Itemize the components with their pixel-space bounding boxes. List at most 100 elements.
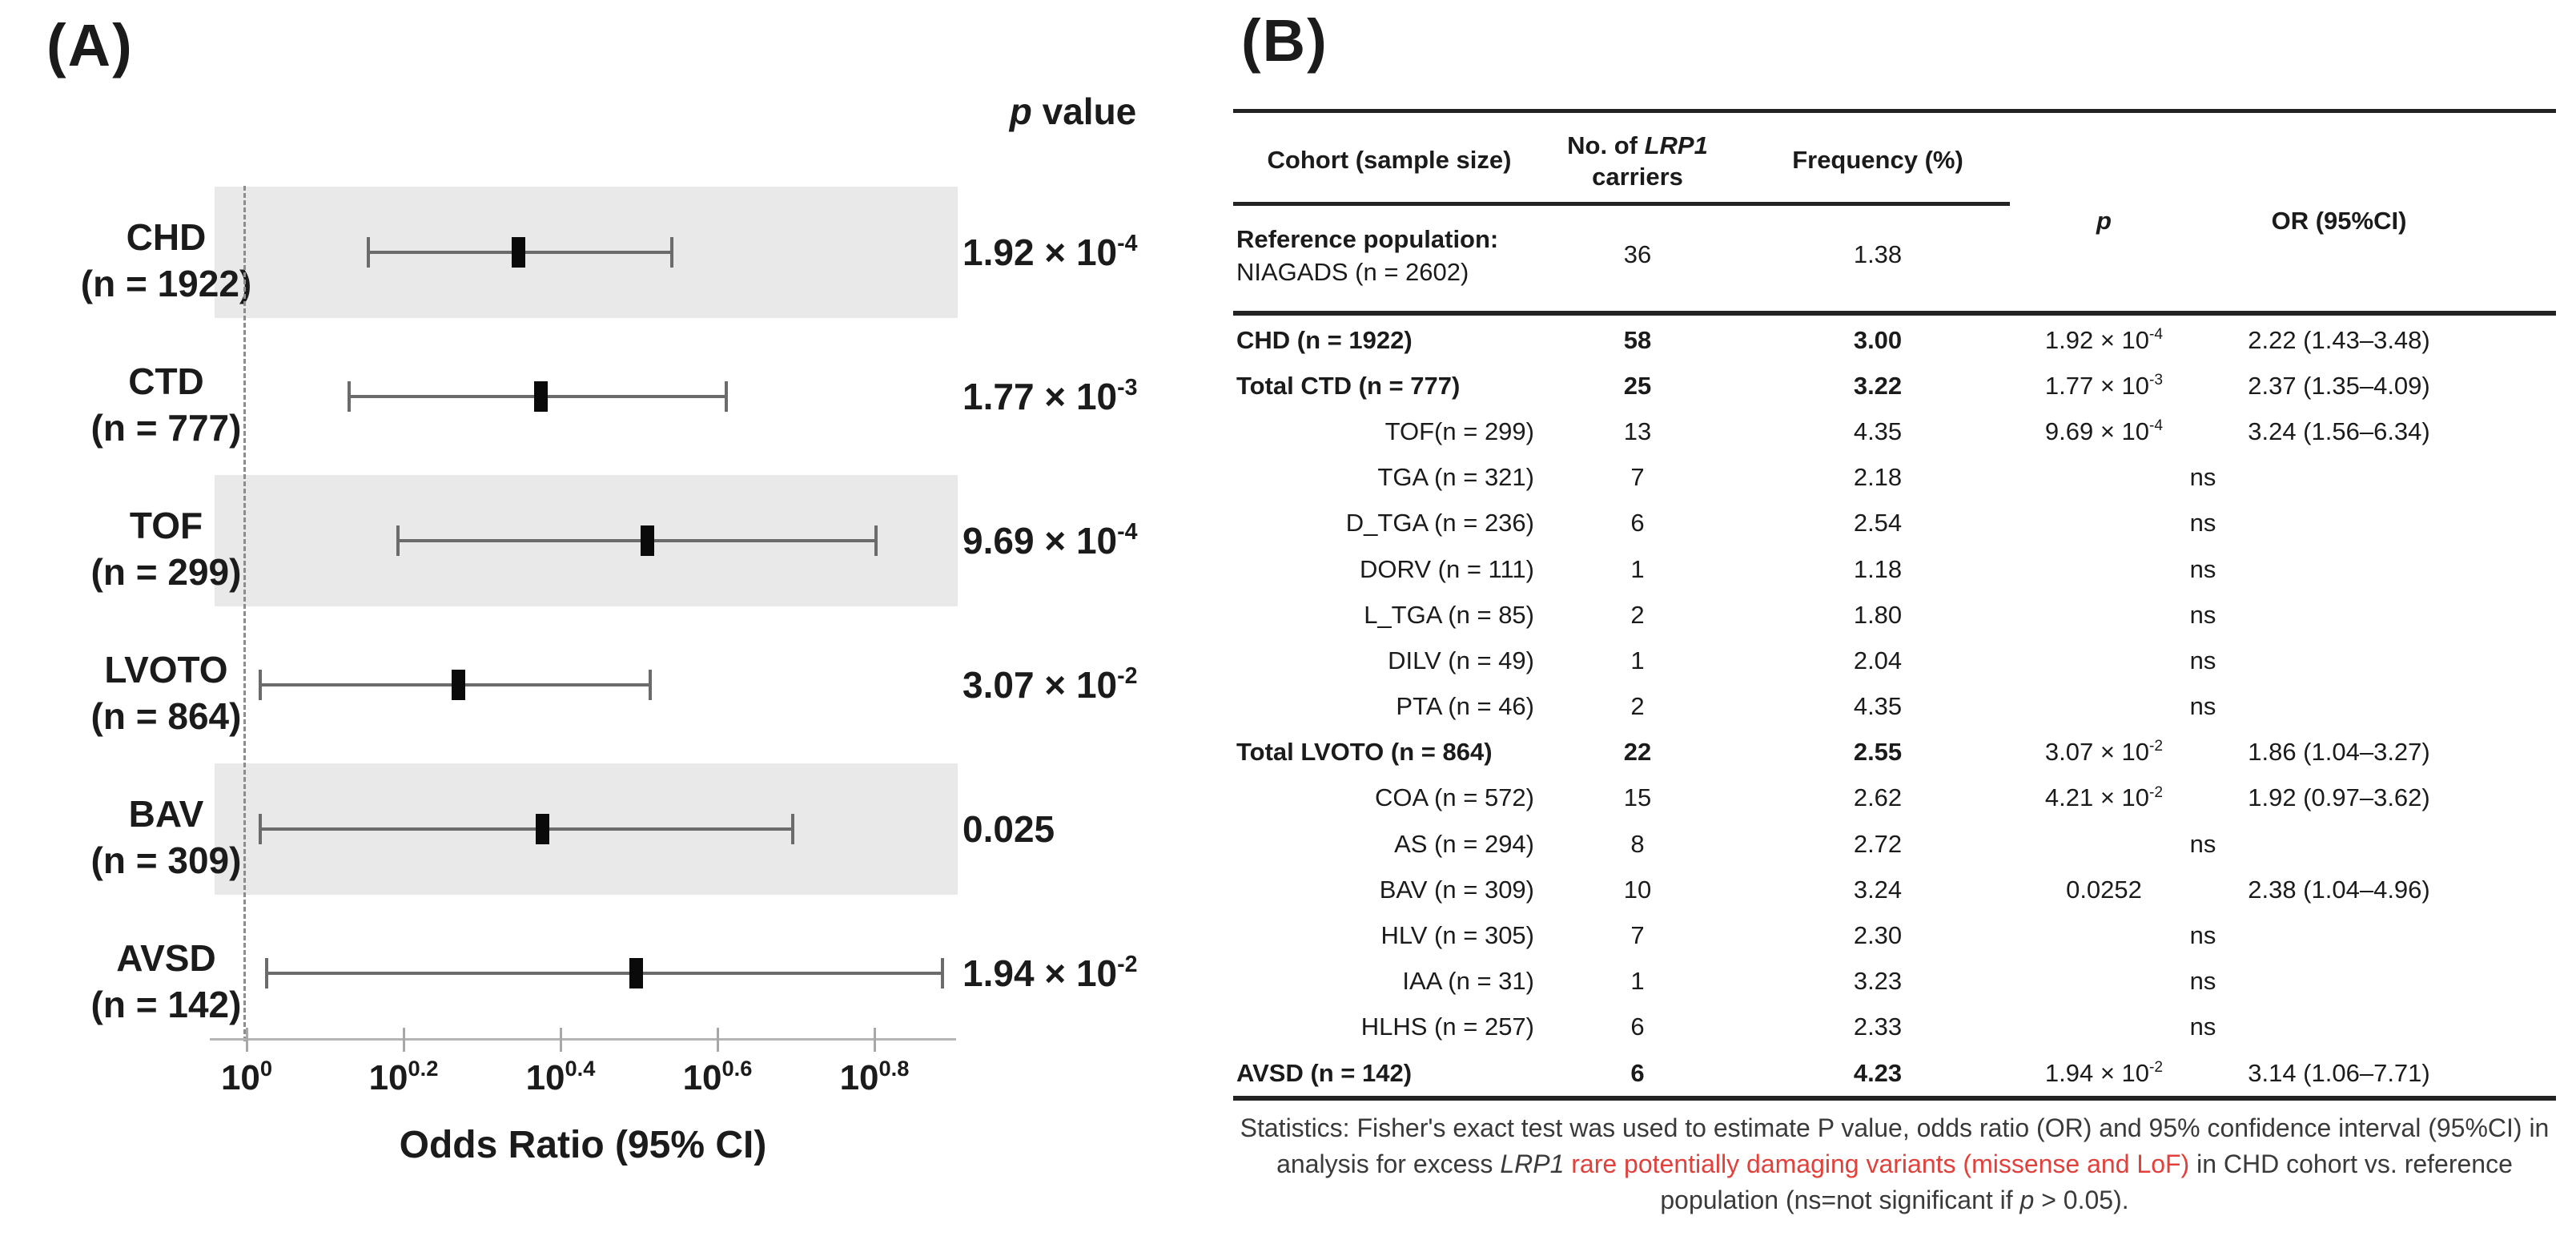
caption-segment: rare potentially damaging variants (miss… (1571, 1149, 2190, 1178)
or-marker (535, 814, 549, 844)
reference-line-or-1 (243, 186, 246, 1041)
cell-carriers: 22 (1623, 738, 1652, 767)
cell-p: 0.0252 (2066, 875, 2142, 904)
ci-bar (266, 972, 943, 975)
cell-ns: ns (2189, 692, 2216, 721)
row-label-n: (n = 1922) (80, 263, 252, 304)
x-tick (873, 1028, 876, 1052)
p-header-rest: value (1031, 91, 1137, 132)
cell-carriers: 6 (1630, 509, 1645, 537)
table-row: Total LVOTO (n = 864) 22 2.55 3.07 × 10-2 1.… (1233, 730, 2556, 775)
ci-cap-high (669, 237, 673, 268)
cell-carriers: 1 (1630, 967, 1645, 996)
table-row: AS (n = 294) 8 2.72 ns (1233, 821, 2556, 867)
x-tick-label: 100.6 (682, 1056, 753, 1097)
table-row: TOF(n = 299) 13 4.35 9.69 × 10-4 3.24 (1.56–… (1233, 409, 2556, 454)
reference-row-carriers: 36 (1623, 240, 1652, 268)
table-row: HLHS (n = 257) 6 2.33 ns (1233, 1005, 2556, 1050)
cell-p: 9.69 × 10-4 (2044, 417, 2164, 445)
row-label-cohort: CTD (128, 360, 204, 402)
cell-frequency: 1.80 (1853, 600, 1903, 629)
panel-a-label: (A) (46, 12, 134, 79)
ci-cap-low (264, 958, 268, 988)
cell-ns: ns (2189, 1013, 2216, 1041)
x-tick (402, 1028, 405, 1052)
cell-frequency: 4.23 (1853, 1058, 1903, 1087)
row-label: CHD (n = 1922) (16, 214, 316, 307)
ci-cap-high (790, 814, 794, 844)
cell-frequency: 2.30 (1853, 921, 1903, 950)
row-label: CTD (n = 777) (16, 358, 316, 451)
panel-b-label: (B) (1241, 7, 1328, 74)
row-label-cohort: CHD (126, 216, 207, 258)
cell-cohort: COA (n = 572) (1374, 783, 1534, 812)
caption-segment: LRP1 (1500, 1149, 1565, 1178)
cell-frequency: 2.54 (1853, 509, 1903, 537)
cell-frequency: 3.24 (1853, 875, 1903, 904)
cell-ns: ns (2189, 463, 2216, 492)
p-value: 0.025 (962, 808, 1055, 850)
cell-carriers: 6 (1630, 1058, 1645, 1087)
x-tick (716, 1028, 719, 1052)
cell-frequency: 4.35 (1853, 417, 1903, 445)
cell-cohort: HLHS (n = 257) (1360, 1013, 1534, 1041)
cell-ns: ns (2189, 967, 2216, 996)
ci-cap-low (347, 381, 351, 412)
cell-ns: ns (2189, 829, 2216, 858)
cell-ns: ns (2189, 921, 2216, 950)
table-row: CHD (n = 1922) 58 3.00 1.92 × 10-4 2.22 (1.4… (1233, 317, 2556, 363)
header-cohort: Cohort (sample size) (1267, 146, 1512, 174)
table-row: L_TGA (n = 85) 2 1.80 ns (1233, 592, 2556, 638)
cell-carriers: 15 (1623, 783, 1652, 812)
cell-frequency: 4.35 (1853, 692, 1903, 721)
cell-frequency: 1.18 (1853, 554, 1903, 583)
ci-cap-high (941, 958, 945, 988)
cell-cohort: Total LVOTO (n = 864) (1236, 738, 1493, 767)
cell-or: 1.86 (1.04–3.27) (2248, 738, 2430, 767)
or-marker (640, 525, 654, 556)
x-tick (559, 1028, 562, 1052)
p-header-italic: p (1009, 91, 1032, 132)
cell-cohort: Total CTD (n = 777) (1236, 371, 1461, 400)
row-label-n: (n = 309) (90, 839, 242, 881)
p-value: 3.07 × 10-2 (962, 663, 1138, 706)
table-row: AVSD (n = 142) 6 4.23 1.94 × 10-2 3.14 (1.06… (1233, 1050, 2556, 1096)
ci-bar (398, 539, 877, 542)
ci-cap-low (258, 814, 262, 844)
cell-carriers: 25 (1623, 371, 1652, 400)
cell-or: 2.38 (1.04–4.96) (2248, 875, 2430, 904)
reference-row-frequency: 1.38 (1853, 240, 1903, 268)
table-row: DORV (n = 111) 1 1.18 ns (1233, 546, 2556, 592)
table-row: TGA (n = 321) 7 2.18 ns (1233, 455, 2556, 501)
cell-frequency: 3.22 (1853, 371, 1903, 400)
cell-cohort: IAA (n = 31) (1402, 967, 1534, 996)
cell-cohort: TGA (n = 321) (1377, 463, 1534, 492)
cell-ns: ns (2189, 646, 2216, 674)
ci-cap-high (649, 670, 653, 700)
header-carriers: No. of LRP1 carriers (1545, 130, 1730, 192)
cell-frequency: 2.04 (1853, 646, 1903, 674)
row-label-n: (n = 142) (90, 984, 242, 1025)
or-marker (629, 958, 644, 988)
row-label-n: (n = 864) (90, 695, 242, 737)
row-label-cohort: AVSD (116, 937, 216, 979)
cell-frequency: 2.18 (1853, 463, 1903, 492)
row-label: BAV (n = 309) (16, 791, 316, 884)
cell-carriers: 2 (1630, 600, 1645, 629)
cell-or: 3.24 (1.56–6.34) (2248, 417, 2430, 445)
ci-cap-low (396, 525, 400, 556)
cell-ns: ns (2189, 554, 2216, 583)
cell-ns: ns (2189, 509, 2216, 537)
ci-cap-low (367, 237, 371, 268)
cell-cohort: HLV (n = 305) (1380, 921, 1534, 950)
cell-cohort: AS (n = 294) (1394, 829, 1534, 858)
caption-segment: p (2019, 1186, 2035, 1214)
cell-frequency: 2.62 (1853, 783, 1903, 812)
cell-or: 1.92 (0.97–3.62) (2248, 783, 2430, 812)
cell-p: 3.07 × 10-2 (2044, 738, 2164, 767)
cell-cohort: L_TGA (n = 85) (1364, 600, 1534, 629)
cell-carriers: 1 (1630, 554, 1645, 583)
row-label: LVOTO (n = 864) (16, 646, 316, 739)
table-row: IAA (n = 31) 1 3.23 ns (1233, 959, 2556, 1005)
cell-carriers: 6 (1630, 1013, 1645, 1041)
